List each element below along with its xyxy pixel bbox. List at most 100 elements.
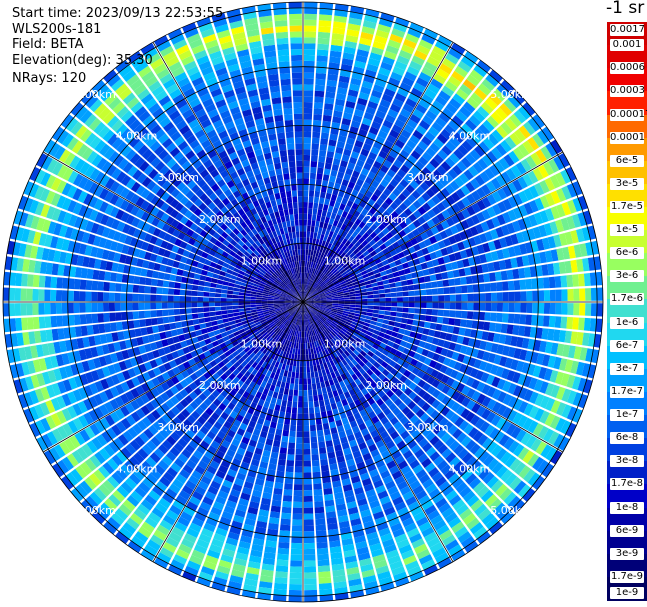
range-gate-cell	[358, 422, 367, 431]
range-gate-cell	[438, 90, 451, 102]
range-gate-cell	[408, 382, 417, 391]
range-gate-cell	[258, 436, 266, 444]
range-gate-cell	[317, 209, 323, 216]
range-gate-cell	[331, 164, 339, 172]
range-gate-cell	[50, 315, 58, 328]
range-gate-cell	[299, 331, 302, 338]
range-gate-cell	[360, 447, 370, 456]
range-gate-cell	[280, 405, 286, 413]
range-gate-cell	[306, 313, 310, 319]
range-gate-cell	[349, 439, 358, 448]
range-gate-cell	[425, 289, 433, 295]
range-gate-cell	[448, 119, 460, 131]
range-gate-cell	[559, 233, 568, 246]
range-gate-cell	[367, 327, 375, 333]
range-gate-cell	[367, 57, 381, 67]
range-gate-cell	[498, 260, 507, 270]
range-gate-cell	[307, 383, 312, 391]
range-gate-cell	[378, 67, 391, 77]
range-gate-cell	[285, 364, 290, 371]
range-gate-cell	[432, 295, 439, 302]
range-gate-cell	[329, 421, 336, 429]
range-gate-cell	[276, 380, 282, 388]
range-gate-cell	[334, 335, 341, 342]
range-gate-cell	[402, 517, 415, 528]
range-gate-cell	[216, 565, 231, 575]
range-gate-cell	[351, 393, 359, 402]
range-gate-cell	[425, 162, 436, 173]
range-gate-cell	[295, 330, 299, 337]
range-gate-cell	[332, 358, 338, 365]
range-gate-cell	[342, 262, 349, 269]
range-gate-cell	[348, 207, 356, 216]
range-gate-cell	[509, 458, 522, 472]
range-gate-cell	[549, 370, 559, 383]
range-gate-cell	[234, 509, 246, 518]
range-gate-cell	[304, 595, 318, 602]
range-gate-cell	[264, 546, 277, 554]
range-gate-cell	[322, 247, 327, 254]
range-gate-cell	[446, 195, 456, 206]
range-gate-cell	[430, 369, 439, 378]
range-gate-cell	[455, 405, 466, 416]
range-gate-cell	[464, 328, 472, 337]
range-gate-cell	[454, 277, 461, 286]
range-gate-cell	[139, 319, 146, 328]
range-gate-cell	[303, 313, 305, 320]
range-gate-cell	[338, 302, 345, 304]
range-gate-cell	[355, 293, 362, 297]
range-gate-cell	[369, 95, 381, 104]
range-gate-cell	[256, 520, 268, 529]
range-gate-cell	[331, 291, 338, 295]
range-gate-cell	[305, 255, 308, 261]
range-gate-cell	[582, 332, 590, 346]
range-gate-cell	[221, 289, 228, 294]
range-gate-cell	[540, 444, 552, 458]
range-gate-cell	[432, 547, 447, 559]
range-gate-cell	[310, 324, 314, 330]
range-gate-cell	[351, 407, 359, 415]
range-gate-cell	[279, 524, 291, 531]
range-gate-cell	[593, 256, 602, 271]
range-gate-cell	[303, 243, 306, 250]
range-gate-cell	[441, 384, 451, 395]
range-gate-cell	[320, 303, 327, 305]
range-gate-cell	[399, 392, 408, 402]
range-gate-cell	[461, 196, 471, 208]
range-gate-cell	[303, 78, 314, 85]
range-gate-cell	[265, 414, 273, 422]
range-gate-cell	[514, 291, 521, 302]
range-gate-cell	[473, 64, 488, 78]
range-gate-cell	[304, 307, 306, 314]
range-gate-cell	[326, 187, 333, 194]
range-gate-cell	[312, 238, 317, 245]
range-gate-cell	[330, 427, 338, 435]
range-gate-cell	[221, 310, 228, 315]
range-gate-cell	[306, 285, 309, 291]
range-gate-cell	[305, 284, 308, 291]
range-gate-cell	[523, 202, 534, 215]
range-gate-cell	[26, 303, 33, 316]
range-gate-cell	[383, 435, 393, 445]
range-gate-cell	[308, 300, 315, 302]
range-gate-cell	[430, 184, 440, 195]
range-gate-cell	[490, 364, 499, 375]
range-gate-cell	[281, 512, 292, 520]
range-gate-cell	[304, 560, 316, 567]
range-gate-cell	[312, 119, 322, 127]
range-gate-cell	[445, 53, 459, 65]
range-gate-cell	[32, 316, 40, 330]
range-gate-cell	[382, 475, 394, 485]
range-gate-cell	[238, 292, 245, 296]
range-gate-cell	[518, 387, 528, 400]
range-gate-cell	[395, 380, 404, 389]
range-gate-cell	[162, 309, 169, 317]
range-gate-cell	[441, 324, 449, 332]
range-gate-cell	[361, 239, 369, 247]
range-gate-cell	[504, 455, 517, 468]
range-gate-cell	[478, 141, 490, 154]
range-gate-cell	[132, 284, 140, 293]
range-gate-cell	[380, 164, 389, 174]
range-gate-cell	[314, 84, 325, 92]
range-gate-cell	[385, 364, 394, 372]
